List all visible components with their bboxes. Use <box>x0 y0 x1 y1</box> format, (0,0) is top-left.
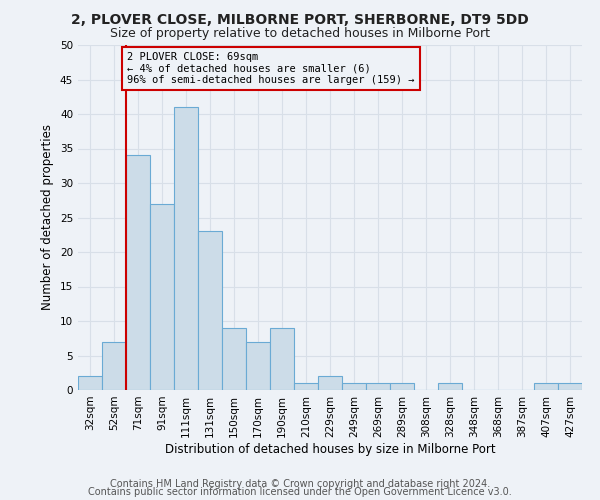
Text: Contains HM Land Registry data © Crown copyright and database right 2024.: Contains HM Land Registry data © Crown c… <box>110 479 490 489</box>
Bar <box>199 232 221 390</box>
Bar <box>247 342 269 390</box>
Text: 2 PLOVER CLOSE: 69sqm
← 4% of detached houses are smaller (6)
96% of semi-detach: 2 PLOVER CLOSE: 69sqm ← 4% of detached h… <box>127 52 415 85</box>
Bar <box>391 383 413 390</box>
Text: Contains public sector information licensed under the Open Government Licence v3: Contains public sector information licen… <box>88 487 512 497</box>
Bar <box>367 383 389 390</box>
Bar <box>559 383 581 390</box>
Bar <box>535 383 557 390</box>
Bar <box>223 328 245 390</box>
Y-axis label: Number of detached properties: Number of detached properties <box>41 124 55 310</box>
Bar <box>175 107 197 390</box>
Bar <box>439 383 461 390</box>
Text: Size of property relative to detached houses in Milborne Port: Size of property relative to detached ho… <box>110 28 490 40</box>
Bar <box>343 383 365 390</box>
Bar <box>151 204 173 390</box>
Text: 2, PLOVER CLOSE, MILBORNE PORT, SHERBORNE, DT9 5DD: 2, PLOVER CLOSE, MILBORNE PORT, SHERBORN… <box>71 12 529 26</box>
Bar <box>103 342 125 390</box>
X-axis label: Distribution of detached houses by size in Milborne Port: Distribution of detached houses by size … <box>164 442 496 456</box>
Bar <box>79 376 101 390</box>
Bar <box>271 328 293 390</box>
Bar <box>295 383 317 390</box>
Bar <box>127 156 149 390</box>
Bar <box>319 376 341 390</box>
